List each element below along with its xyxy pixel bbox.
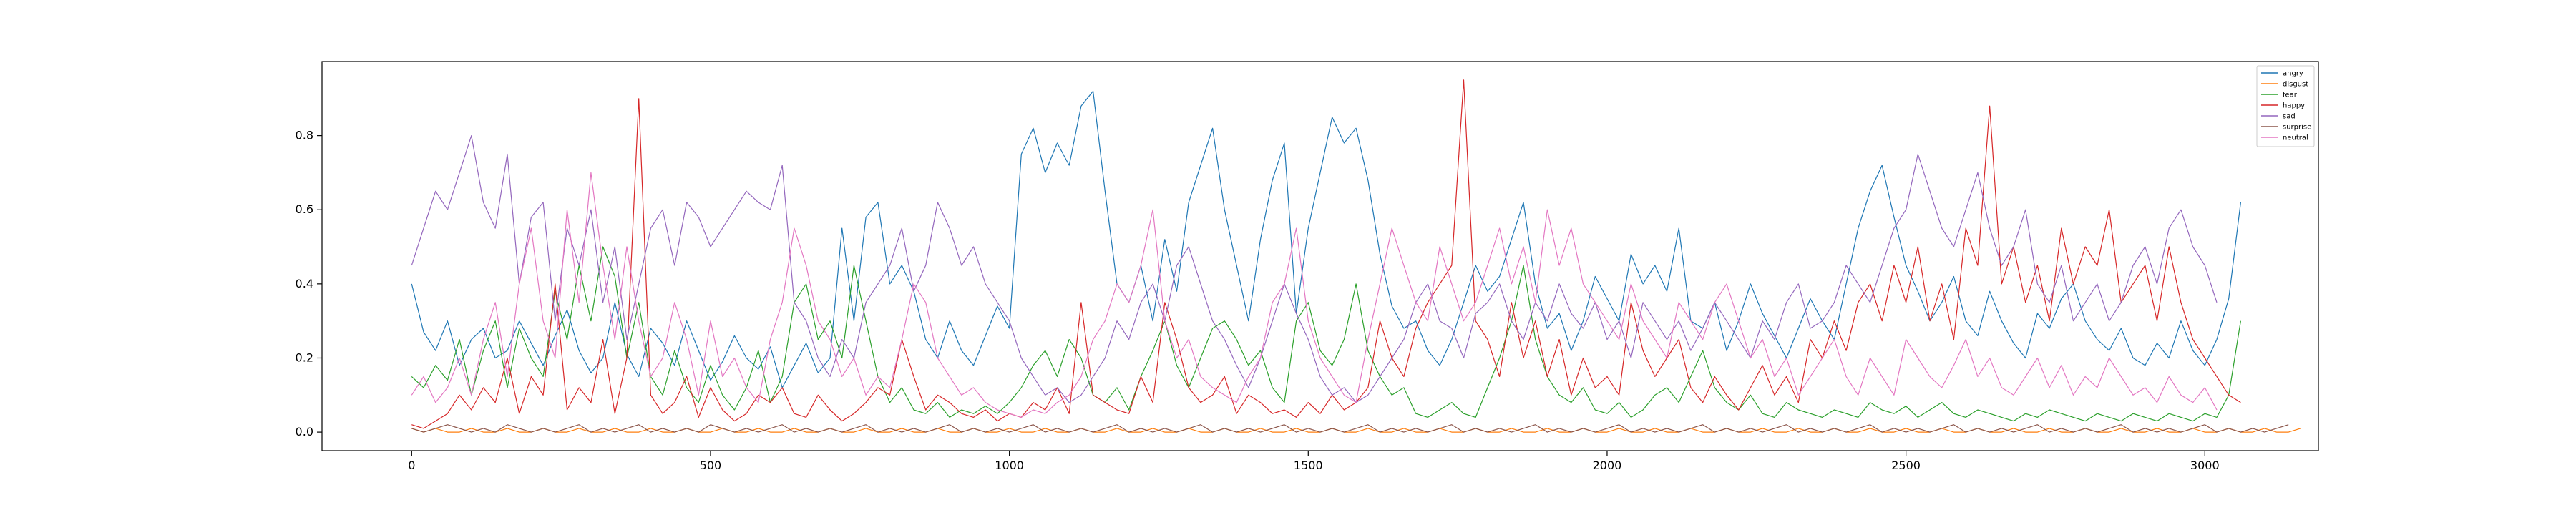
series-line-fear bbox=[411, 246, 2241, 422]
legend-label-happy: happy bbox=[2283, 102, 2305, 110]
series-line-neutral bbox=[411, 172, 2218, 418]
series-line-sad bbox=[411, 135, 2218, 403]
legend-label-sad: sad bbox=[2283, 113, 2296, 121]
y-tick-label: 0.0 bbox=[296, 425, 313, 438]
y-tick-label: 0.4 bbox=[296, 277, 313, 290]
series-line-happy bbox=[411, 79, 2241, 429]
legend-label-fear: fear bbox=[2283, 92, 2298, 99]
x-axis: 0 500 1000 1500 2000 2500 3000 bbox=[408, 451, 2220, 472]
y-axis: 0.0 0.2 0.4 0.6 0.8 bbox=[296, 129, 322, 438]
x-tick-label: 2500 bbox=[1891, 458, 1921, 472]
plot-frame bbox=[321, 61, 2319, 451]
series-lines bbox=[411, 79, 2301, 433]
legend-label-surprise: surprise bbox=[2283, 124, 2311, 132]
y-tick-label: 0.8 bbox=[296, 129, 313, 142]
legend-label-neutral: neutral bbox=[2283, 134, 2308, 142]
y-tick-label: 0.2 bbox=[296, 350, 313, 364]
legend: angry disgust fear happy sad surprise neutral bbox=[2256, 65, 2315, 147]
x-tick-label: 3000 bbox=[2190, 458, 2220, 472]
y-tick-label: 0.6 bbox=[296, 202, 313, 216]
legend-label-disgust: disgust bbox=[2283, 81, 2308, 89]
legend-label-angry: angry bbox=[2283, 70, 2303, 78]
x-tick-label: 1000 bbox=[995, 458, 1024, 472]
x-tick-label: 2000 bbox=[1593, 458, 1622, 472]
x-tick-label: 500 bbox=[700, 458, 722, 472]
series-line-surprise bbox=[411, 424, 2289, 433]
x-tick-label: 1500 bbox=[1294, 458, 1323, 472]
series-line-angry bbox=[411, 90, 2241, 388]
x-tick-label: 0 bbox=[408, 458, 415, 472]
